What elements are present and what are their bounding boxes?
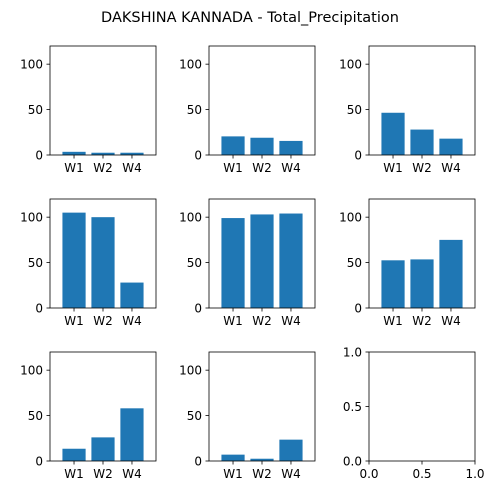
y-tick-label: 100 <box>179 363 202 377</box>
bar-8-w4 <box>279 439 303 461</box>
bar-6-w2 <box>410 259 434 308</box>
y-tick-label: 0 <box>354 148 362 162</box>
x-tick-label: W4 <box>281 161 301 175</box>
bar-2-w2 <box>250 137 274 155</box>
bar-7-w2 <box>91 437 115 461</box>
axes-frame <box>208 45 316 156</box>
x-tick-label: W1 <box>64 467 84 481</box>
bar-7-w4 <box>120 408 144 461</box>
axes-frame <box>208 198 316 309</box>
subplot-8: W1 W2 W4 0 50 100 <box>179 351 316 481</box>
axes-frame <box>368 45 476 156</box>
x-tick-label: W2 <box>93 467 113 481</box>
x-tick-label: W2 <box>93 314 113 328</box>
y-tick-label: 0 <box>194 454 202 468</box>
y-tick-label: 0.0 <box>343 454 362 468</box>
bar-3-w1 <box>381 112 405 155</box>
subplot-9: 0.0 0.5 1.0 0.0 0.5 1.0 <box>343 345 485 481</box>
y-tick-label: 0 <box>35 454 43 468</box>
y-tick-label: 50 <box>187 256 202 270</box>
y-tick-label: 100 <box>20 363 43 377</box>
x-tick-label: W4 <box>281 467 301 481</box>
bar-3-w2 <box>410 129 434 155</box>
y-tick-label: 0.5 <box>343 400 362 414</box>
axes-frame <box>208 351 316 462</box>
subplot-6: W1 W2 W4 0 50 100 <box>339 198 476 328</box>
x-tick-label: W4 <box>441 314 461 328</box>
y-tick-label: 50 <box>28 256 43 270</box>
x-tick-label: W2 <box>252 314 272 328</box>
y-tick-label: 0 <box>194 148 202 162</box>
bar-6-w1 <box>381 260 405 308</box>
bar-4-w2 <box>91 217 115 308</box>
y-tick-label: 100 <box>20 57 43 71</box>
x-tick-label: W2 <box>412 161 432 175</box>
y-tick-label: 1.0 <box>343 345 362 359</box>
bar-1-w2 <box>91 152 115 155</box>
x-tick-label: 1.0 <box>465 467 484 481</box>
x-tick-label: W1 <box>223 161 243 175</box>
axes-frame <box>49 198 157 309</box>
bar-1-w1 <box>62 151 86 155</box>
y-tick-label: 100 <box>339 57 362 71</box>
bar-8-w1 <box>221 454 245 461</box>
x-tick-label: W1 <box>223 314 243 328</box>
axes-frame <box>368 351 476 462</box>
axes-frame <box>368 198 476 309</box>
x-tick-label: W1 <box>223 467 243 481</box>
bar-8-w2 <box>250 458 274 461</box>
bar-3-w4 <box>439 138 463 155</box>
x-tick-label: W4 <box>281 314 301 328</box>
y-tick-label: 0 <box>354 301 362 315</box>
y-tick-label: 50 <box>187 409 202 423</box>
x-tick-label: 0.5 <box>412 467 431 481</box>
x-tick-label: 0.0 <box>359 467 378 481</box>
bar-2-w4 <box>279 140 303 155</box>
subplot-2: W1 W2 W4 0 50 100 <box>179 45 316 175</box>
x-tick-label: W2 <box>93 161 113 175</box>
bar-5-w2 <box>250 214 274 308</box>
y-tick-label: 50 <box>347 103 362 117</box>
x-tick-label: W4 <box>122 467 142 481</box>
subplot-7: W1 W2 W4 0 50 100 <box>20 351 157 481</box>
y-tick-label: 100 <box>20 210 43 224</box>
bar-4-w4 <box>120 282 144 308</box>
bar-7-w1 <box>62 448 86 461</box>
x-tick-label: W2 <box>252 161 272 175</box>
bar-4-w1 <box>62 212 86 309</box>
chart-title: DAKSHINA KANNADA - Total_Precipitation <box>101 10 399 26</box>
y-tick-label: 50 <box>347 256 362 270</box>
axes-frame <box>49 351 157 462</box>
subplot-5: W1 W2 W4 0 50 100 <box>179 198 316 328</box>
bar-5-w1 <box>221 218 245 308</box>
x-tick-label: W2 <box>252 467 272 481</box>
y-tick-label: 50 <box>28 409 43 423</box>
bar-5-w4 <box>279 213 303 308</box>
x-tick-label: W1 <box>64 314 84 328</box>
subplot-grid: W1 W2 W4 0 50 100 W1 W2 W4 0 50 100 W1 W2 W4 0 50 100 W1 W2… <box>20 45 485 481</box>
y-tick-label: 0 <box>194 301 202 315</box>
y-tick-label: 50 <box>28 103 43 117</box>
x-tick-label: W4 <box>441 161 461 175</box>
subplot-4: W1 W2 W4 0 50 100 <box>20 198 157 328</box>
x-tick-label: W4 <box>122 314 142 328</box>
y-tick-label: 0 <box>35 301 43 315</box>
subplot-3: W1 W2 W4 0 50 100 <box>339 45 476 175</box>
y-tick-label: 100 <box>339 210 362 224</box>
bar-2-w1 <box>221 136 245 155</box>
subplot-1: W1 W2 W4 0 50 100 <box>20 45 157 175</box>
bar-6-w4 <box>439 239 463 309</box>
x-tick-label: W1 <box>64 161 84 175</box>
x-tick-label: W2 <box>412 314 432 328</box>
x-tick-label: W1 <box>383 161 403 175</box>
x-tick-label: W4 <box>122 161 142 175</box>
axes-frame <box>49 45 157 156</box>
bar-1-w4 <box>120 152 144 155</box>
y-tick-label: 100 <box>179 210 202 224</box>
y-tick-label: 0 <box>35 148 43 162</box>
y-tick-label: 50 <box>187 103 202 117</box>
y-tick-label: 100 <box>179 57 202 71</box>
x-tick-label: W1 <box>383 314 403 328</box>
